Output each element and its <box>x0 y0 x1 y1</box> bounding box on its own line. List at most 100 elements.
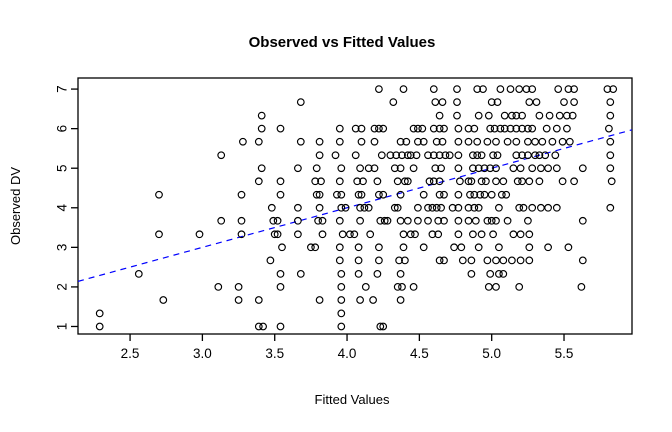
data-point <box>296 270 305 278</box>
data-point <box>497 190 506 199</box>
x-tick-label: 5.0 <box>482 346 501 361</box>
data-point <box>503 137 512 146</box>
data-point <box>389 98 398 106</box>
data-point <box>506 85 515 93</box>
data-point <box>508 111 516 120</box>
data-point <box>335 216 344 225</box>
data-point <box>425 177 434 186</box>
data-point <box>356 164 364 173</box>
data-point <box>437 203 445 212</box>
data-point <box>373 177 382 186</box>
data-point <box>440 124 448 133</box>
data-point <box>470 190 479 199</box>
data-point <box>482 177 490 186</box>
data-point <box>95 322 104 331</box>
data-point <box>487 216 496 225</box>
data-point <box>434 230 443 239</box>
x-tick-label: 3.0 <box>193 346 212 361</box>
data-point <box>296 137 305 146</box>
data-point <box>560 98 568 106</box>
data-point <box>525 98 534 106</box>
data-point <box>548 137 557 146</box>
data-point <box>605 124 613 133</box>
data-point <box>518 177 526 186</box>
data-point <box>273 230 282 239</box>
data-point <box>409 164 418 173</box>
data-point <box>518 151 526 160</box>
data-point <box>429 177 438 186</box>
data-point <box>606 137 615 146</box>
data-point <box>294 216 302 225</box>
data-point <box>512 111 521 120</box>
data-point <box>234 296 243 304</box>
data-point <box>467 177 476 186</box>
data-point <box>414 203 422 212</box>
data-point <box>337 296 346 304</box>
data-point <box>435 124 444 133</box>
data-point <box>454 151 463 160</box>
data-point <box>541 151 550 160</box>
data-point <box>473 85 482 93</box>
data-point <box>356 216 364 225</box>
data-point <box>464 137 473 146</box>
data-point <box>503 216 512 225</box>
data-point <box>217 216 226 225</box>
data-point <box>606 151 615 160</box>
data-point <box>338 230 347 239</box>
data-point <box>440 190 448 199</box>
data-point <box>353 177 362 186</box>
data-point <box>375 243 383 252</box>
data-point <box>375 124 383 133</box>
data-point <box>438 98 447 106</box>
data-point <box>493 151 502 160</box>
data-point <box>357 124 366 133</box>
y-tick-label: 1 <box>55 323 70 331</box>
data-point <box>500 124 509 133</box>
data-point <box>570 177 578 186</box>
data-point <box>370 164 379 173</box>
data-point <box>454 137 463 146</box>
data-point <box>335 243 344 252</box>
data-point <box>438 137 447 146</box>
data-point <box>429 85 438 93</box>
data-point <box>337 309 346 318</box>
data-point <box>276 270 285 278</box>
data-point <box>375 85 383 93</box>
data-point <box>380 216 389 225</box>
data-point <box>570 85 578 93</box>
data-point <box>337 322 346 331</box>
data-point <box>276 177 285 186</box>
data-point <box>578 256 587 265</box>
data-point <box>607 177 616 186</box>
data-point <box>554 85 563 93</box>
data-point <box>337 190 346 199</box>
y-tick-label: 7 <box>55 85 70 93</box>
data-point <box>537 164 545 173</box>
data-point <box>537 203 545 212</box>
data-point <box>414 124 422 133</box>
data-point <box>470 203 479 212</box>
data-point <box>512 151 521 160</box>
x-tick-label: 2.5 <box>121 346 140 361</box>
data-point <box>464 203 473 212</box>
data-point <box>155 230 163 239</box>
data-point <box>528 203 537 212</box>
data-point <box>341 203 350 212</box>
y-tick-label: 5 <box>55 164 70 172</box>
y-tick-label: 6 <box>55 125 70 133</box>
data-point <box>454 216 463 225</box>
data-point <box>390 203 399 212</box>
data-point <box>515 85 524 93</box>
data-point <box>492 283 500 291</box>
data-point <box>424 216 432 225</box>
data-point <box>469 151 477 160</box>
data-point <box>393 177 402 186</box>
data-point <box>269 216 278 225</box>
chart-title: Observed vs Fitted Values <box>249 34 436 51</box>
data-point <box>535 151 544 160</box>
data-point <box>518 124 526 133</box>
x-tick-label: 4.5 <box>410 346 429 361</box>
data-point <box>370 124 379 133</box>
data-point <box>454 230 463 239</box>
data-point <box>492 164 500 173</box>
